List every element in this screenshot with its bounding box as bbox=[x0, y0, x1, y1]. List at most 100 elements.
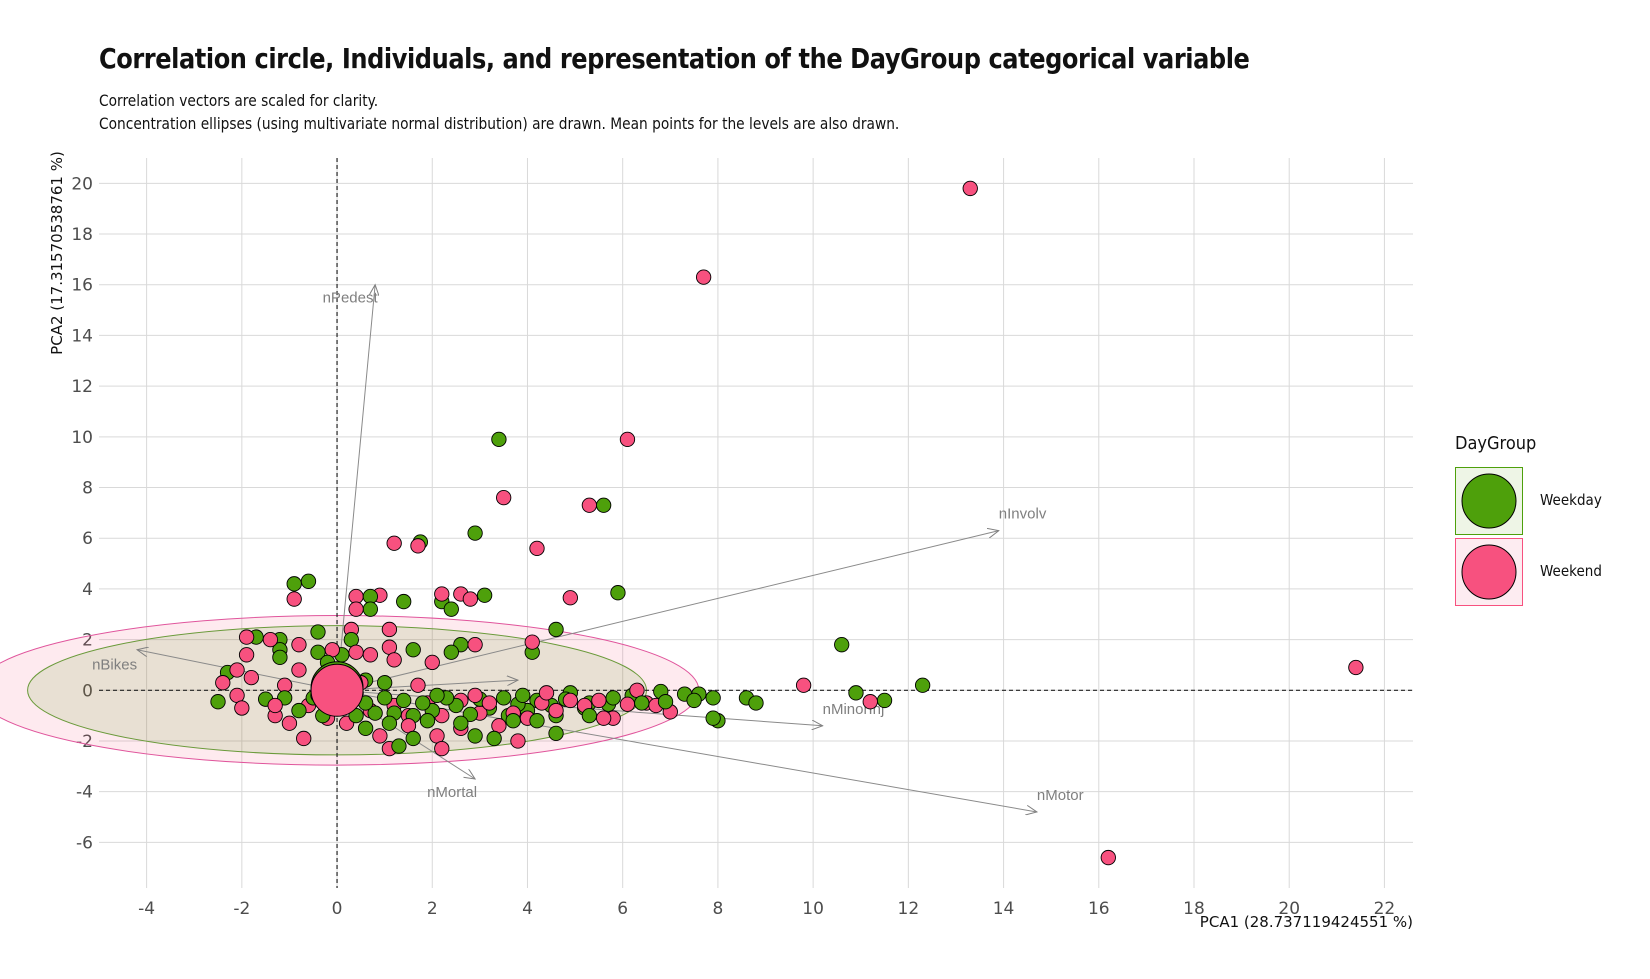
x-tick-label: 0 bbox=[332, 899, 343, 919]
point-weekend bbox=[262, 631, 279, 648]
point-weekend bbox=[410, 538, 426, 554]
point-weekend bbox=[362, 647, 379, 663]
x-tick-label: 10 bbox=[802, 899, 824, 919]
point-weekend bbox=[1100, 849, 1116, 866]
point-weekend bbox=[215, 675, 231, 691]
point-weekday bbox=[405, 642, 421, 658]
point-weekend bbox=[481, 695, 498, 711]
x-tick-label: 12 bbox=[898, 899, 920, 919]
legend-item-weekend: Weekend bbox=[1455, 538, 1650, 608]
point-weekend bbox=[286, 591, 302, 607]
point-weekend bbox=[243, 669, 259, 686]
legend-label-weekday: Weekday bbox=[1540, 491, 1602, 509]
legend: DayGroup Weekday Weekend bbox=[1455, 433, 1602, 606]
point-weekend bbox=[296, 730, 312, 747]
y-tick-label: 14 bbox=[71, 326, 93, 346]
point-weekend bbox=[562, 590, 578, 606]
point-weekday bbox=[300, 573, 317, 589]
legend-item-weekday: Weekday bbox=[1455, 467, 1650, 537]
point-weekday bbox=[657, 694, 674, 710]
chart-title: Correlation circle, Individuals, and rep… bbox=[99, 42, 1250, 75]
point-weekend bbox=[291, 662, 307, 678]
point-weekend bbox=[229, 662, 245, 678]
point-weekday bbox=[443, 601, 459, 617]
point-weekday bbox=[377, 690, 393, 706]
y-tick-label: 12 bbox=[71, 377, 93, 397]
point-weekday bbox=[286, 576, 302, 592]
point-weekday bbox=[443, 644, 459, 660]
vector-label-nmortal: nMortal bbox=[427, 784, 477, 801]
y-tick-label: -6 bbox=[76, 833, 93, 853]
point-weekend bbox=[562, 692, 578, 709]
y-tick-label: 10 bbox=[71, 428, 93, 448]
point-weekend bbox=[238, 629, 255, 645]
x-tick-label: -4 bbox=[138, 899, 155, 919]
point-weekend bbox=[372, 728, 388, 744]
x-tick-label: 14 bbox=[993, 899, 1015, 919]
point-weekday bbox=[705, 690, 721, 706]
vector-label-nmotor: nMotor bbox=[1037, 787, 1084, 804]
x-tick-label: 20 bbox=[1278, 899, 1300, 919]
point-weekday bbox=[396, 692, 412, 709]
point-weekday bbox=[486, 730, 502, 747]
point-weekday bbox=[505, 713, 521, 729]
point-weekday bbox=[429, 687, 445, 704]
vector-ninvolv bbox=[336, 531, 999, 691]
legend-key-weekday bbox=[1455, 467, 1523, 535]
point-weekday bbox=[491, 431, 507, 448]
vector-label-nbikes: nBikes bbox=[92, 657, 137, 674]
point-weekday bbox=[596, 497, 612, 513]
y-tick-label: 4 bbox=[82, 580, 93, 600]
point-weekend bbox=[695, 269, 712, 285]
point-weekday bbox=[848, 685, 864, 701]
point-weekday bbox=[291, 702, 307, 719]
point-weekday bbox=[476, 587, 493, 603]
point-weekday bbox=[548, 725, 564, 742]
point-weekday bbox=[405, 730, 421, 747]
point-weekday bbox=[705, 710, 721, 726]
point-weekend bbox=[529, 540, 545, 556]
point-weekend bbox=[348, 601, 364, 617]
point-weekday bbox=[462, 706, 478, 723]
point-weekday bbox=[515, 687, 531, 704]
point-weekday bbox=[419, 713, 436, 729]
x-tick-label: 16 bbox=[1088, 899, 1110, 919]
point-weekend bbox=[281, 715, 298, 731]
point-weekday bbox=[548, 621, 564, 638]
point-weekend bbox=[462, 591, 478, 607]
point-weekend bbox=[524, 634, 540, 650]
point-weekday bbox=[610, 585, 626, 601]
x-tick-label: 8 bbox=[712, 899, 723, 919]
point-weekday bbox=[210, 694, 226, 710]
point-weekend bbox=[386, 652, 402, 668]
point-weekday bbox=[391, 738, 407, 754]
point-weekday bbox=[396, 593, 412, 610]
point-weekend bbox=[234, 700, 250, 716]
point-weekday bbox=[686, 692, 702, 709]
y-tick-label: -4 bbox=[76, 783, 93, 803]
y-tick-label: 18 bbox=[71, 225, 93, 245]
point-weekend bbox=[538, 685, 555, 701]
vector-label-npedest: nPedest bbox=[323, 290, 379, 307]
individual-points bbox=[210, 180, 1364, 866]
point-weekday bbox=[367, 705, 383, 721]
x-tick-label: 2 bbox=[427, 899, 438, 919]
point-weekend bbox=[1348, 659, 1364, 676]
x-axis-ticks: -4 -2 0 2 4 6 8 10 12 14 16 18 20 22 bbox=[138, 899, 1395, 919]
point-weekend bbox=[434, 740, 450, 757]
point-weekend bbox=[510, 733, 526, 749]
point-weekend bbox=[424, 654, 440, 671]
point-weekday bbox=[415, 695, 431, 711]
point-weekend bbox=[267, 697, 283, 714]
grid-lines bbox=[99, 158, 1413, 888]
point-weekend bbox=[348, 644, 364, 660]
point-weekend bbox=[591, 692, 607, 709]
point-weekday bbox=[876, 692, 893, 709]
point-weekend bbox=[862, 694, 878, 710]
point-weekday bbox=[467, 525, 483, 541]
point-weekday bbox=[310, 624, 326, 640]
vector-unlabeled bbox=[337, 680, 518, 691]
y-tick-label: 20 bbox=[71, 174, 93, 194]
y-axis-ticks: -6 -4 -2 0 2 4 6 8 10 12 14 16 18 20 bbox=[71, 174, 93, 853]
